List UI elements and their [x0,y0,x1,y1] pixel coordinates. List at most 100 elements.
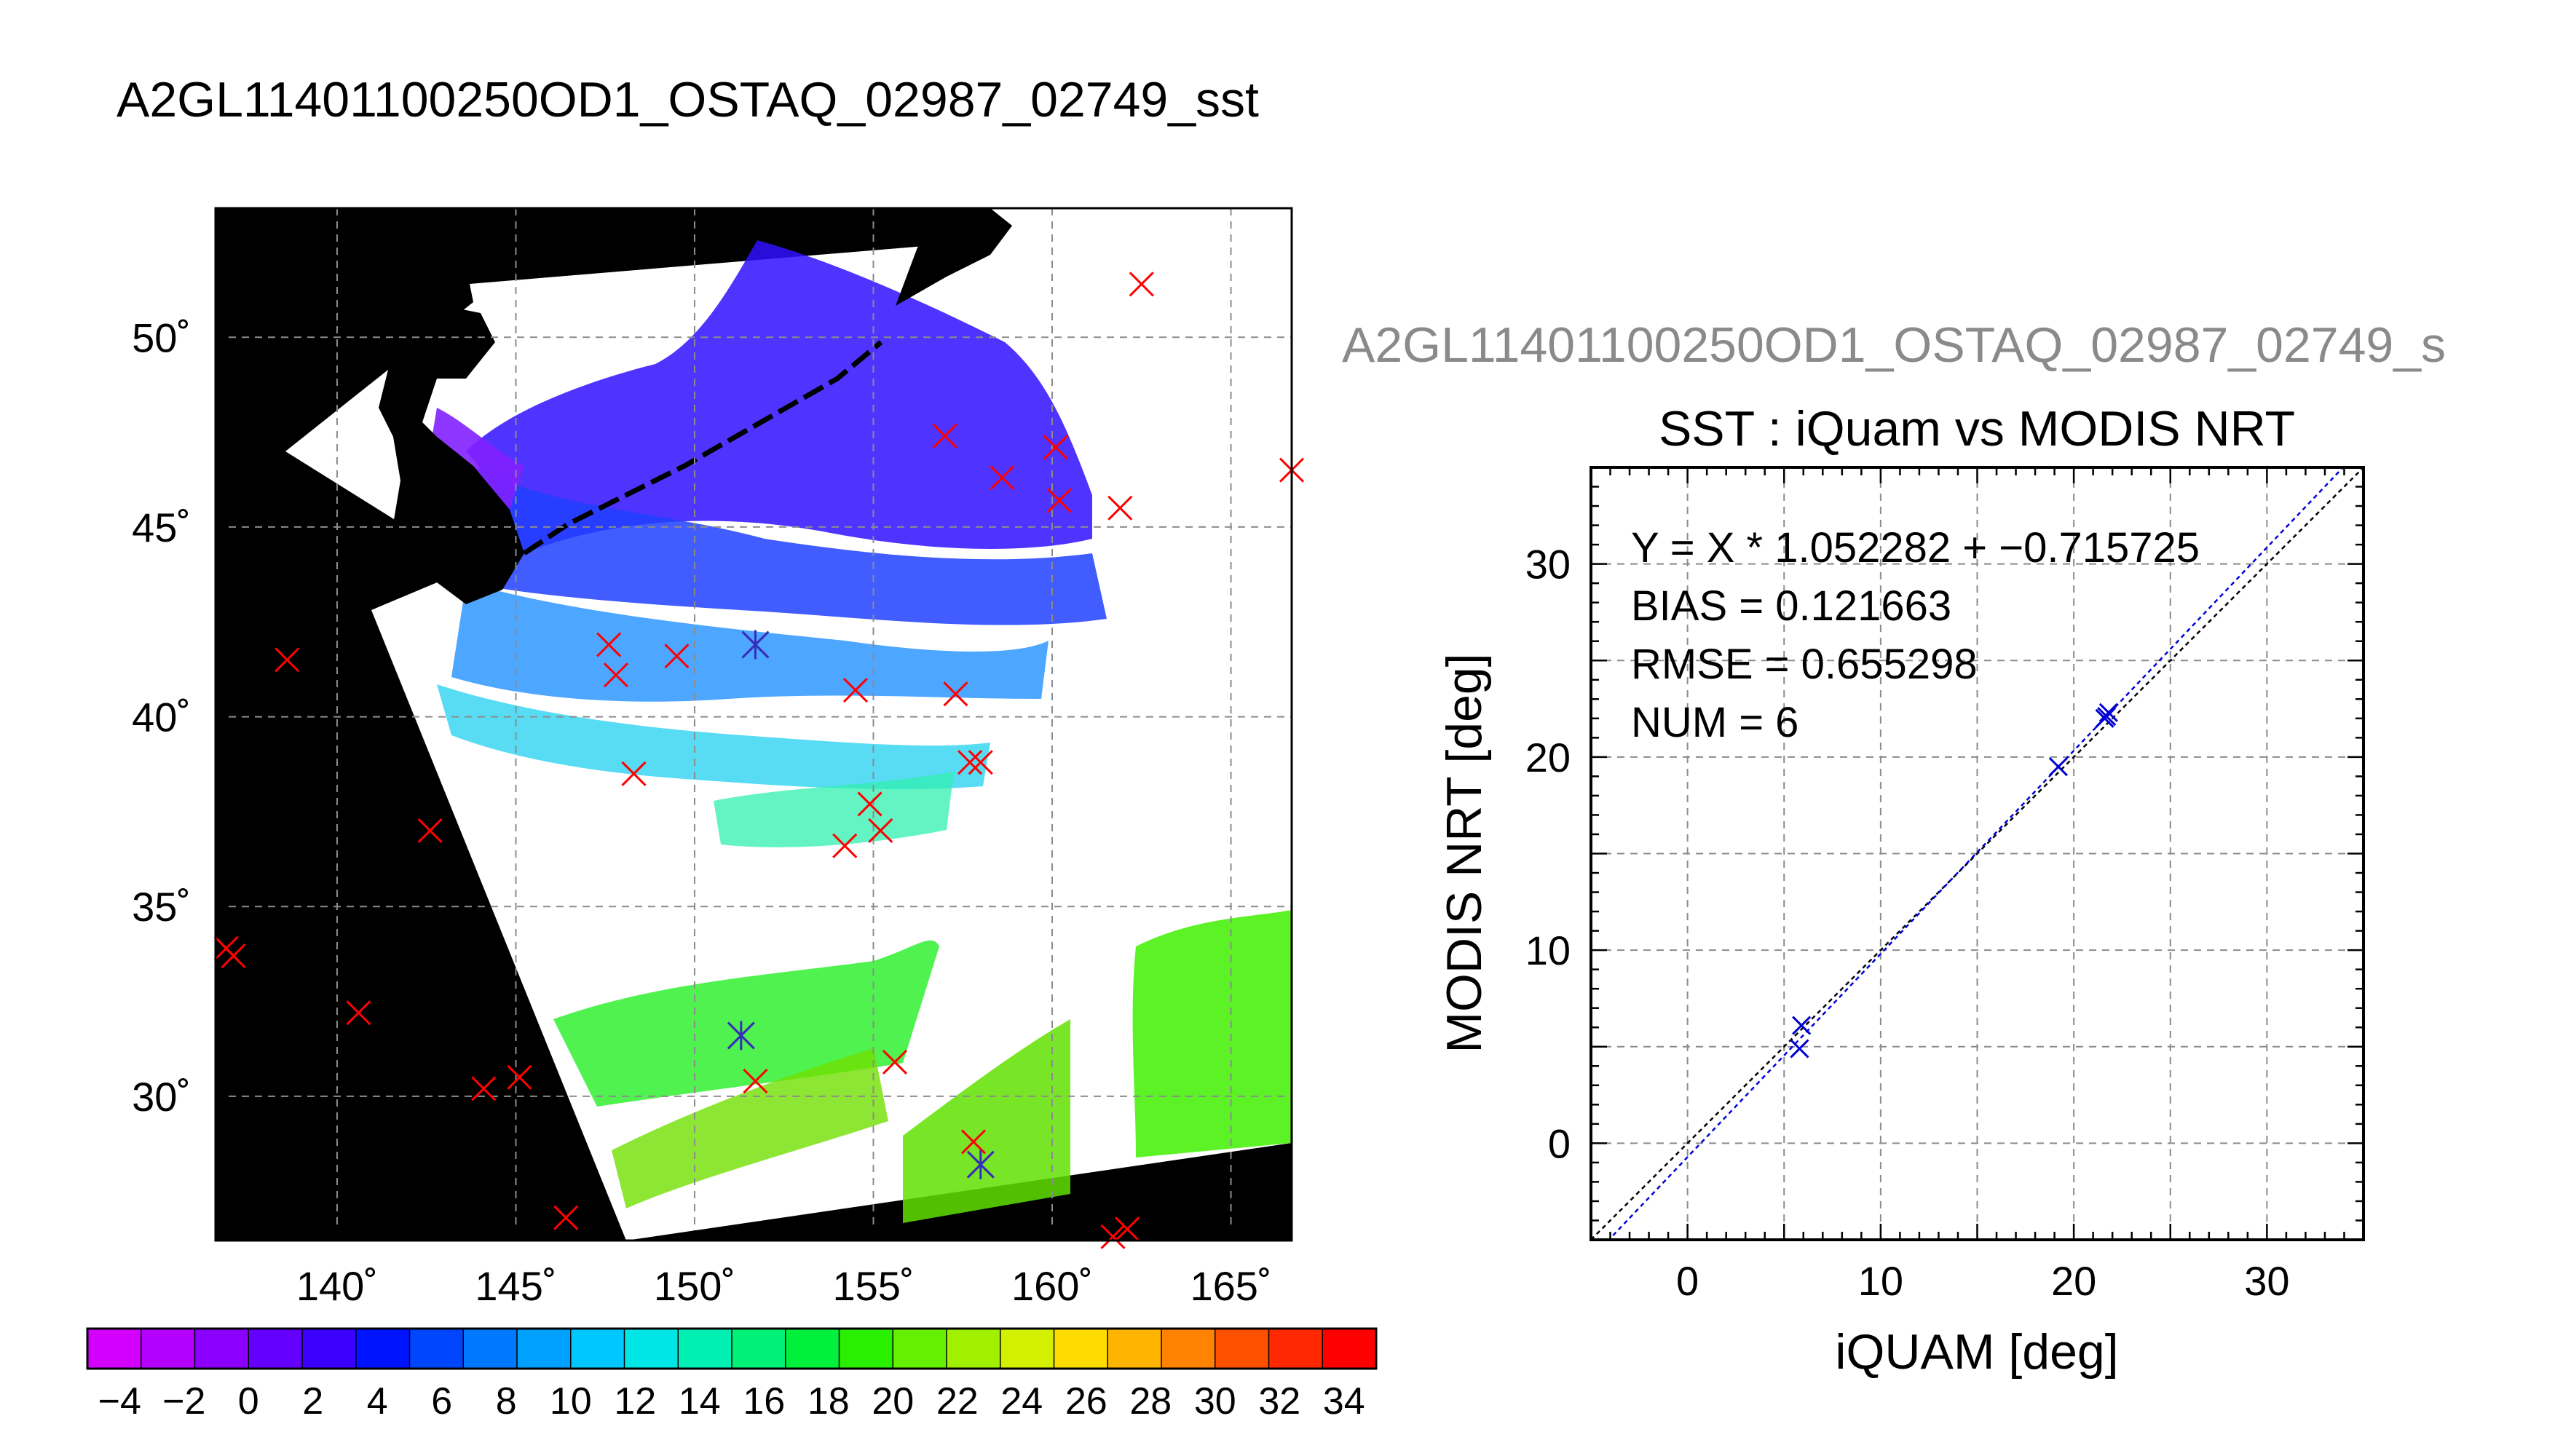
colorbar-tick-labels: −4 −2 0 2 4 6 8 10 12 14 16 18 20 22 24 26 28 30 32 34 [98,1380,1365,1423]
lat-tick-label: 30˚ [132,1074,191,1120]
map-marker-stroke [932,423,957,448]
map-marker [346,1000,371,1026]
map-marker-stroke [990,465,1015,491]
map-marker [553,1205,579,1230]
scatter-plot: SST : iQuam vs MODIS NRT 0 10 20 300102030 … [1437,401,2365,1380]
colorbar-tick-label: 10 [550,1380,592,1423]
lat-tick-label: 40˚ [132,695,191,740]
colorbar-tick-label: 12 [614,1380,656,1423]
colorbar-cell [893,1329,947,1369]
y-tick-label: 10 [1525,927,1571,973]
colorbar: −4 −2 0 2 4 6 8 10 12 14 16 18 20 22 24 26 28 30 32 34 [86,1327,1378,1423]
colorbar-tick-label: 14 [679,1380,721,1423]
colorbar-tick-label: 0 [238,1380,259,1423]
map-marker-stroke [664,644,690,669]
colorbar-cell [947,1329,1001,1369]
map-marker-stroke [621,761,647,786]
identity-line [1591,467,2364,1240]
colorbar-cell [570,1329,625,1369]
map-marker [957,750,983,775]
colorbar-cell [1107,1329,1162,1369]
map-markers [213,272,1305,1249]
colorbar-tick-label: −2 [162,1380,205,1423]
map-tick-labels: 140˚ 145˚ 150˚ 155˚ 160˚ 165˚ 30˚ 35˚ 40˚ 45˚ 50˚ [132,314,1272,1309]
x-tick-label: 30 [2244,1258,2289,1304]
x-tick-label: 0 [1676,1258,1699,1304]
map-marker-stroke [596,632,622,657]
scatter-point-stroke [2048,757,2068,777]
map-marker [743,1068,768,1094]
colorbar-tick-label: 4 [367,1380,388,1423]
map-marker [471,1076,497,1101]
colorbar-tick-label: 30 [1194,1380,1236,1423]
map-marker [842,678,869,703]
map-marker-stroke [603,662,629,688]
lat-tick-label: 45˚ [132,505,191,550]
scatter-point [1790,1039,1809,1059]
map-marker-stroke [743,1068,768,1094]
sst-cold-region [430,240,1107,847]
map-marker [1043,435,1068,460]
colorbar-cell [248,1329,303,1369]
map-marker-stroke [1100,1224,1126,1249]
map-frame [214,207,1293,1242]
colorbar-cell [1322,1329,1377,1369]
scatter-point [1792,1016,1812,1035]
island-chain [523,340,883,555]
colorbar-tick-label: 2 [302,1380,323,1423]
map-marker-stroke [857,791,882,817]
colorbar-cell [355,1329,410,1369]
x-tick-label: 10 [1858,1258,1903,1304]
map-marker [596,632,622,657]
scatter-point-stroke [1792,1016,1812,1035]
map-marker-stroke [1129,272,1154,297]
map-marker [960,1129,987,1155]
chart-title: A2GL11401100250OD1_OSTAQ_02987_02749_sst [117,72,1259,127]
land-mass [896,208,1012,306]
scatter-ticks: 0 10 20 30 0 10 20 30 [1525,467,2364,1304]
colorbar-cell [1000,1329,1054,1369]
scatter-title: SST : iQuam vs MODIS NRT [1659,401,2295,456]
map-marker-stroke [1043,435,1068,460]
colorbar-cell [463,1329,518,1369]
stats-annotation: BIAS = 0.121663 [1631,582,1951,630]
lon-tick-label: 140˚ [296,1263,378,1309]
lon-tick-label: 160˚ [1011,1263,1093,1309]
map-grid [216,208,1292,1241]
map-marker [968,750,993,775]
map-marker-stroke [957,750,983,775]
map-marker [832,833,858,858]
map-marker [1129,272,1154,297]
map-marker-stroke [842,678,869,703]
scatter-point [2098,703,2118,722]
lat-tick-label: 50˚ [132,314,191,360]
x-axis-label: iQUAM [deg] [1835,1324,2118,1380]
map-marker-stroke [471,1076,497,1101]
map-marker-stroke [275,647,300,673]
scatter-lines [1591,467,2364,1240]
map-marker [1046,488,1072,513]
colorbar-cell [194,1329,249,1369]
map-marker-stroke [832,833,858,858]
colorbar-cell [678,1329,732,1369]
colorbar-tick-label: 22 [936,1380,979,1423]
scatter-point [2095,708,2114,728]
colorbar-cell [517,1329,572,1369]
lon-tick-label: 150˚ [654,1263,735,1309]
land-mass [379,298,524,604]
scatter-point-stroke [1790,1039,1809,1059]
y-axis-label: MODIS NRT [deg] [1437,653,1492,1053]
colorbar-tick-label: −4 [98,1380,141,1423]
matched-marker [741,630,770,660]
y-tick-label: 20 [1525,735,1571,780]
colorbar-tick-label: 20 [872,1380,914,1423]
scatter-point-stroke [2095,708,2114,728]
map-marker [664,644,690,669]
map-marker [417,818,443,844]
stats-annotation: NUM = 6 [1631,699,1798,746]
map-marker [882,1049,908,1075]
map-marker-stroke [1107,495,1133,521]
colorbar-tick-label: 18 [807,1380,850,1423]
scatter-annotations: Y = X * 1.052282 + −0.715725 BIAS = 0.121… [1631,524,2200,746]
